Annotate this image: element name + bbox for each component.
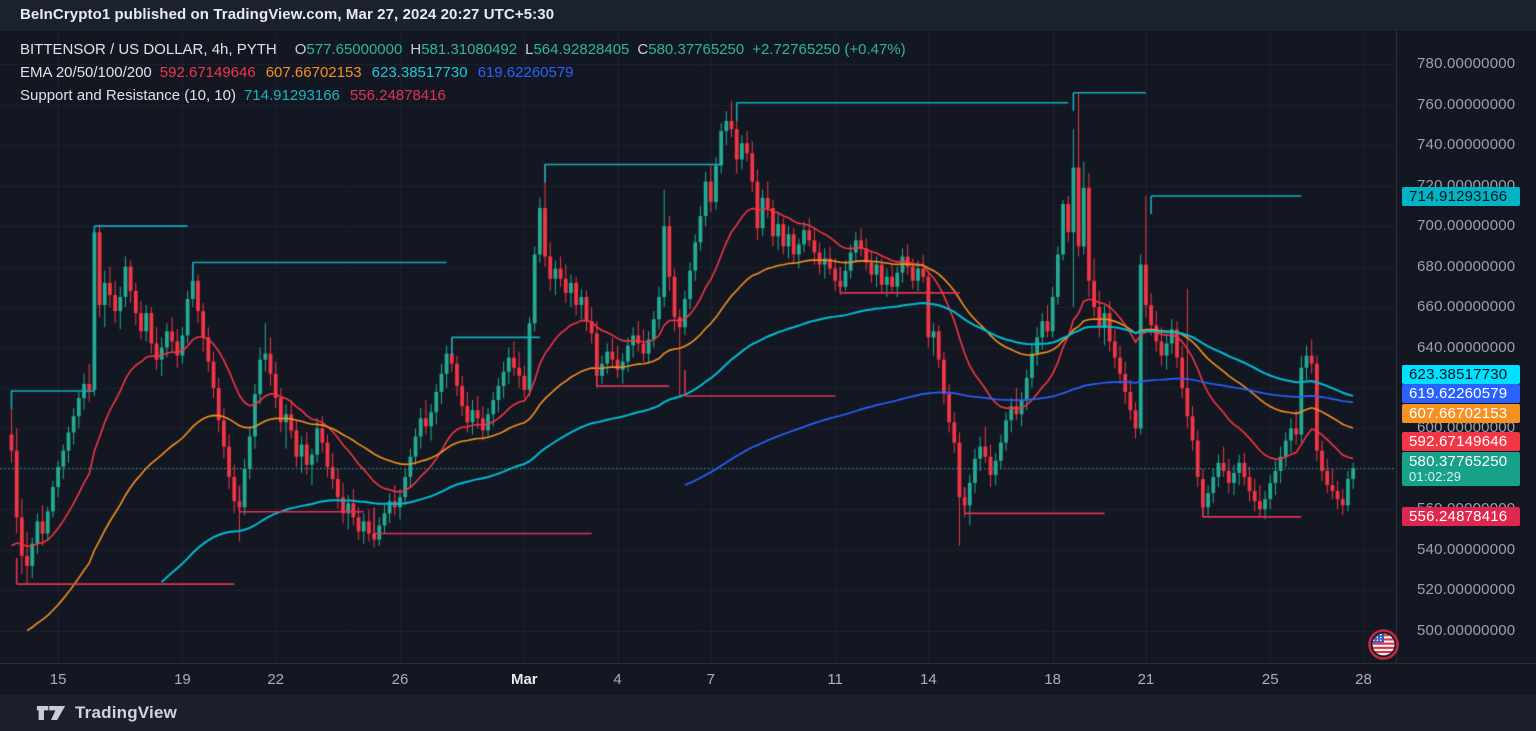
chart-legend: BITTENSOR / US DOLLAR, 4h, PYTH O577.6500… [20,38,906,107]
price-axis-label: 600.00000000 [1417,419,1516,437]
price-axis-label: 520.00000000 [1417,581,1516,599]
price-axis-label: 780.00000000 [1417,55,1516,73]
high-letter: H [410,41,422,58]
time-axis-label: 22 [267,671,285,688]
sr-resistance-value: 714.91293166 [243,87,340,104]
tradingview-brand-text[interactable]: TradingView [75,703,178,722]
time-axis-label: 19 [174,671,191,688]
price-axis-label: 660.00000000 [1417,298,1516,316]
attribution-text: BeInCrypto1 published on TradingView.com… [20,6,555,23]
ema50-value: 607.66702153 [265,64,362,81]
time-axis-label: 4 [613,671,622,688]
time-axis-label: 18 [1044,671,1062,688]
time-axis-label: 7 [706,671,715,688]
time-axis-label: 26 [391,671,409,688]
open-letter: O [294,41,307,58]
tradingview-logo-icon[interactable] [36,702,66,724]
current-price-badge: 580.37765250 01:02:29 [1402,452,1520,487]
legend-symbol-row: BITTENSOR / US DOLLAR, 4h, PYTH O577.6500… [20,38,906,61]
time-axis-label: 15 [49,671,67,688]
time-axis-label: Mar [510,671,538,688]
change-value: +2.72765250 (+0.47%) [752,41,906,58]
low-letter: L [525,41,534,58]
high-value: 581.31080492 [421,41,518,58]
time-axis-label: 21 [1137,671,1155,688]
time-axis-label: 25 [1261,671,1279,688]
price-axis-label: 540.00000000 [1417,540,1516,558]
price-level-badge: 714.91293166 [1402,186,1520,206]
candlestick-chart[interactable] [0,30,1395,663]
ema20-value: 592.67149646 [159,64,256,81]
price-level-badge: 619.62260579 [1402,384,1520,404]
close-value: 580.37765250 [648,41,745,58]
time-axis[interactable]: 15 19 22 26 Mar 4 7 11 14 18 21 25 28 [0,663,1536,695]
usd-flag-icon[interactable] [1368,629,1399,660]
price-level-badge: 556.24878416 [1402,507,1520,527]
price-axis-label: 760.00000000 [1417,95,1516,113]
price-level-badge: 623.38517730 [1402,365,1520,385]
time-axis-label: 28 [1355,671,1372,688]
price-axis-label: 680.00000000 [1417,257,1516,275]
open-value: 577.65000000 [306,41,403,58]
price-level-badge: 607.66702153 [1402,404,1520,424]
price-axis-label: 700.00000000 [1417,217,1516,235]
legend-sr-row: Support and Resistance (10, 10) 714.91293… [20,84,906,107]
chart-pane[interactable]: BITTENSOR / US DOLLAR, 4h, PYTH O577.6500… [0,30,1395,663]
ema100-value: 623.38517730 [371,64,468,81]
sr-label: Support and Resistance (10, 10) [20,87,236,104]
footer-bar: TradingView [0,695,1536,731]
sr-support-value: 556.24878416 [349,87,446,104]
price-axis-label: 500.00000000 [1417,621,1516,639]
ema200-value: 619.62260579 [477,64,574,81]
ema-label: EMA 20/50/100/200 [20,64,152,81]
legend-ema-row: EMA 20/50/100/200 592.67149646 607.6670215… [20,61,906,84]
price-axis-label: 640.00000000 [1417,338,1516,356]
time-axis-label: 11 [827,671,843,688]
time-axis-label: 14 [920,671,937,688]
price-level-badge: 592.67149646 [1402,432,1520,452]
close-letter: C [637,41,649,58]
attribution-bar: BeInCrypto1 published on TradingView.com… [0,0,1536,30]
price-axis-label: 740.00000000 [1417,136,1516,154]
price-axis[interactable]: 780.00000000 760.00000000 740.00000000 720.… [1396,30,1536,663]
symbol-title: BITTENSOR / US DOLLAR, 4h, PYTH [20,41,277,58]
low-value: 564.92828405 [533,41,630,58]
